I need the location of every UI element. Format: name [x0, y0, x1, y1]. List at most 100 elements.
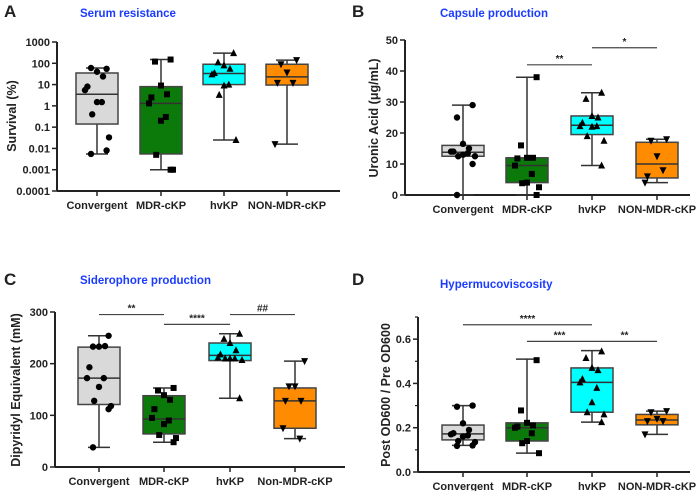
data-point — [530, 422, 536, 429]
data-point — [469, 442, 476, 449]
data-point — [149, 414, 155, 421]
panel-c: C Siderophore production Dipyridyl Equival… — [4, 270, 345, 488]
x-tick-label: MDR-cKP — [502, 481, 552, 491]
data-point — [641, 179, 649, 187]
data-point — [528, 430, 535, 437]
y-tick-label: 0.01 — [29, 143, 50, 155]
data-point — [165, 417, 172, 424]
significance-label: **** — [189, 313, 205, 324]
y-tick-label: 30 — [386, 97, 398, 109]
data-point — [170, 439, 177, 446]
box-convergent — [441, 101, 485, 199]
data-point — [162, 113, 169, 120]
data-point — [641, 431, 649, 439]
data-point — [164, 91, 170, 98]
x-tick-label: NON-MDR-cKP — [618, 204, 696, 216]
data-point — [519, 180, 526, 187]
data-point — [208, 70, 216, 78]
data-point — [215, 90, 223, 98]
data-point — [583, 132, 591, 140]
data-point — [167, 396, 173, 403]
y-tick-label: 0.0 — [396, 467, 411, 479]
data-point — [647, 409, 655, 417]
data-point — [576, 378, 584, 386]
x-tick-label: hvKP — [578, 204, 606, 216]
box-iqr — [75, 72, 119, 125]
data-point — [155, 387, 161, 394]
data-point — [173, 435, 179, 442]
data-point — [518, 142, 524, 149]
x-tick-label: Convergent — [432, 481, 493, 491]
y-tick-label: 10 — [386, 159, 398, 171]
data-point — [598, 88, 606, 96]
data-point — [283, 69, 291, 77]
x-tick-label: hvKP — [578, 481, 606, 491]
data-point — [524, 179, 530, 186]
panel-letter: A — [4, 2, 16, 21]
data-point — [289, 79, 297, 87]
x-tick-label: MDR-cKP — [502, 204, 552, 216]
y-tick-label: 0 — [42, 462, 48, 474]
data-point — [273, 79, 281, 87]
data-point — [86, 364, 93, 371]
data-point — [226, 64, 234, 72]
data-point — [91, 397, 98, 405]
box-mdr-ckp — [139, 56, 183, 173]
data-point — [236, 394, 244, 402]
box-convergent — [77, 332, 121, 451]
data-point — [464, 149, 471, 157]
data-point — [659, 167, 667, 175]
data-point — [465, 426, 473, 434]
data-point — [170, 384, 177, 391]
chart-title: Hypermucoviscosity — [440, 279, 553, 291]
y-tick-label: 0.2 — [396, 423, 411, 435]
data-point — [220, 81, 228, 89]
data-point — [453, 442, 461, 450]
data-point — [93, 68, 101, 75]
data-point — [459, 151, 467, 158]
y-tick-label: 1 — [44, 101, 50, 113]
data-point — [146, 100, 152, 107]
x-tick-label: hvKP — [210, 200, 238, 212]
y-tick-label: 100 — [30, 410, 48, 422]
data-point — [659, 418, 667, 426]
data-point — [533, 192, 540, 198]
data-point — [161, 421, 167, 428]
box-iqr — [570, 367, 614, 413]
y-axis-label: Dipyridyl Equivalent (mM) — [9, 313, 23, 467]
data-point — [464, 432, 471, 439]
data-point — [95, 383, 103, 391]
y-tick-label: 50 — [386, 35, 398, 47]
data-point — [459, 433, 467, 440]
box-convergent — [75, 64, 119, 158]
y-tick-label: 20 — [386, 128, 398, 140]
y-tick-label: 0.0001 — [16, 186, 50, 198]
data-point — [167, 166, 174, 173]
data-point — [455, 153, 462, 160]
data-point — [230, 49, 238, 57]
x-tick-label: hvKP — [216, 476, 244, 488]
x-tick-label: Convergent — [66, 200, 127, 212]
data-point — [453, 403, 461, 410]
data-point — [512, 424, 518, 431]
data-point — [536, 184, 542, 191]
box-mdr-ckp — [142, 384, 186, 446]
x-tick-label: NON-MDR-cKP — [248, 200, 326, 212]
data-point — [105, 134, 113, 141]
data-point — [291, 383, 299, 391]
panel-b: B Capsule production Uronic Acid (μg/mL) 0 1… — [352, 2, 696, 216]
data-point — [653, 415, 661, 423]
y-tick-label: 300 — [30, 307, 48, 319]
data-point — [87, 150, 95, 158]
data-point — [533, 357, 540, 364]
box-mdr-ckp — [505, 74, 549, 198]
y-tick-label: 100 — [32, 58, 50, 70]
data-point — [83, 374, 91, 382]
data-point — [87, 64, 95, 72]
data-point — [220, 334, 228, 342]
data-point — [99, 73, 107, 80]
x-tick-label: MDR-cKP — [136, 200, 186, 212]
box-iqr — [142, 394, 186, 435]
box-iqr — [77, 346, 121, 406]
